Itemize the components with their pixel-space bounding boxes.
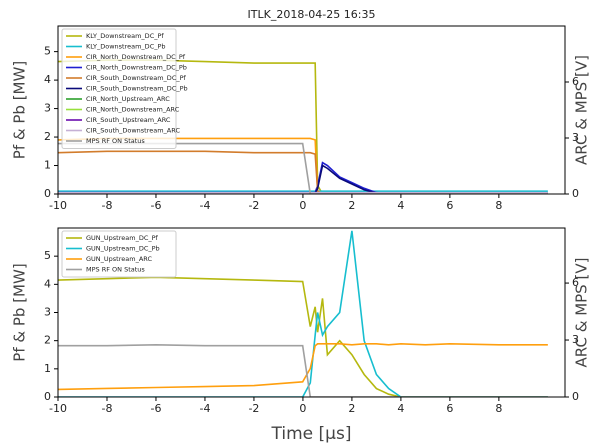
legend-box: [61, 230, 177, 278]
x-tick-label: -2: [248, 402, 259, 415]
y-tick-label: 0: [44, 187, 51, 200]
series-line: [58, 161, 548, 194]
series-line: [58, 137, 548, 194]
legend-label: CIR_South_Downstream_ARC: [86, 127, 180, 135]
y-tick-label: 1: [44, 159, 51, 172]
y-tick-label: 2: [44, 334, 51, 347]
x-tick-label: 0: [299, 402, 306, 415]
legend-label: CIR_North_Downstream_DC_Pf: [86, 53, 186, 61]
y-tick-label: 5: [44, 45, 51, 58]
legend-label: KLY_Downstream_DC_Pf: [86, 32, 164, 40]
y-tick-label: 2: [44, 130, 51, 143]
y2-tick-label: 0: [572, 390, 579, 403]
legend-label: GUN_Upstream_DC_Pb: [86, 245, 160, 253]
legend-box: [61, 28, 177, 149]
x-tick-label: 6: [446, 402, 453, 415]
legend-label: CIR_North_Downstream_DC_Pb: [86, 64, 187, 72]
y-tick-label: 4: [44, 277, 51, 290]
series-line: [58, 276, 548, 397]
x-tick-label: -8: [102, 199, 113, 212]
legend-label: CIR_North_Upstream_ARC: [86, 95, 170, 103]
x-tick-label: 2: [348, 199, 355, 212]
y2-axis-label: ARC & MPS [V]: [573, 55, 591, 165]
x-tick-label: -8: [102, 402, 113, 415]
x-tick-label: 0: [299, 199, 306, 212]
x-tick-label: 4: [397, 402, 404, 415]
series-line: [58, 343, 548, 391]
x-tick-label: 8: [495, 402, 502, 415]
y-tick-label: 1: [44, 362, 51, 375]
x-tick-label: 8: [495, 199, 502, 212]
x-tick-label: -6: [150, 199, 161, 212]
y2-tick-label: 3: [572, 131, 579, 144]
y2-tick-label: 6: [572, 276, 579, 289]
x-tick-label: 6: [446, 199, 453, 212]
y2-tick-label: 3: [572, 333, 579, 346]
series-line: [58, 59, 548, 194]
x-tick-label: -4: [199, 402, 210, 415]
series-line: [58, 142, 548, 194]
y-tick-label: 3: [44, 102, 51, 115]
series-line: [58, 164, 548, 194]
y-tick-label: 0: [44, 390, 51, 403]
x-tick-label: -2: [248, 199, 259, 212]
plot-frame: [57, 25, 566, 195]
y2-axis-label: ARC & MPS [V]: [573, 258, 591, 368]
y-axis-label: Pf & Pb [MW]: [11, 61, 29, 159]
x-tick-label: 4: [397, 199, 404, 212]
legend-label: GUN_Upstream_DC_Pf: [86, 234, 159, 242]
legend-label: CIR_South_Downstream_DC_Pf: [86, 74, 187, 82]
y-tick-label: 5: [44, 249, 51, 262]
y-tick-label: 3: [44, 306, 51, 319]
y2-tick-label: 6: [572, 75, 579, 88]
legend-label: GUN_Upstream_ARC: [86, 255, 152, 263]
y-axis-label: Pf & Pb [MW]: [11, 263, 29, 361]
y2-tick-label: 0: [572, 187, 579, 200]
legend-label: CIR_South_Upstream_ARC: [86, 116, 171, 124]
legend-label: CIR_North_Downstream_ARC: [86, 106, 180, 114]
y-tick-label: 4: [44, 73, 51, 86]
x-tick-label: -4: [199, 199, 210, 212]
chart-title: ITLK_2018-04-25 16:35: [248, 8, 376, 21]
legend-label: CIR_South_Downstream_DC_Pb: [86, 85, 188, 93]
series-line: [58, 343, 548, 397]
x-tick-label: -6: [150, 402, 161, 415]
legend-label: KLY_Downstream_DC_Pb: [86, 43, 166, 51]
x-tick-label: -10: [49, 199, 67, 212]
x-tick-label: 2: [348, 402, 355, 415]
legend-label: MPS RF ON Status: [86, 137, 145, 145]
series-line: [58, 150, 548, 194]
series-line: [58, 230, 548, 397]
x-axis-label: Time [µs]: [271, 424, 352, 444]
x-tick-label: -10: [49, 402, 67, 415]
legend-label: MPS RF ON Status: [86, 266, 145, 274]
